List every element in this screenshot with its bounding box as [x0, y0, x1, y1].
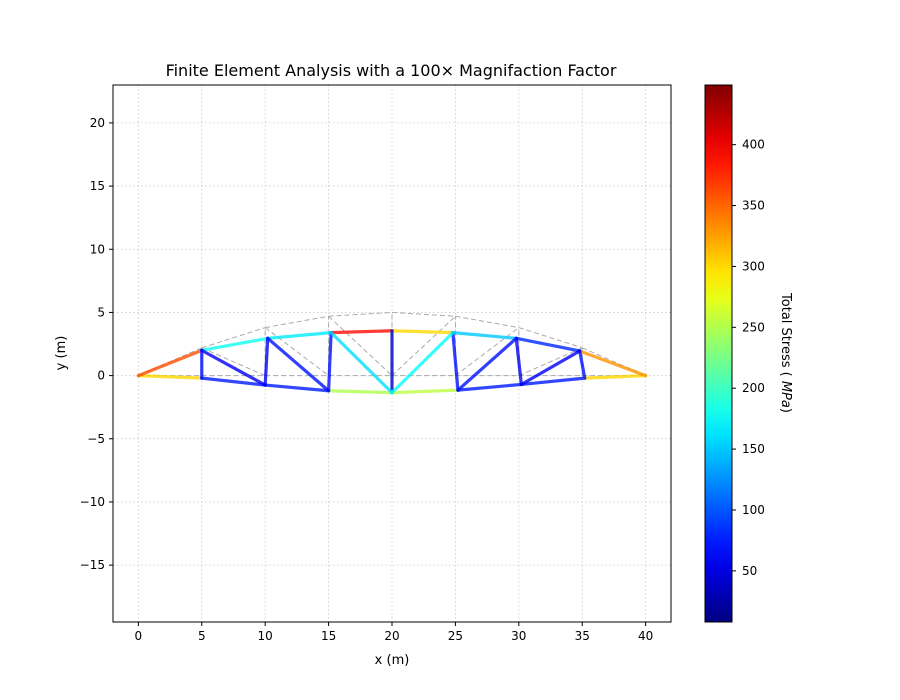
colorbar-tick-label: 200	[742, 381, 765, 395]
undeformed-member	[265, 315, 329, 329]
colorbar-tick-label: 100	[742, 503, 765, 517]
deformed-member	[200, 376, 267, 387]
plot-area: 0 5 10 15 20 25 30 35 40 −15 −10 −5 0 5 10 15 20	[80, 84, 672, 643]
deformed-member	[326, 331, 333, 393]
deformed-member	[326, 389, 394, 395]
deformed-member	[519, 349, 582, 387]
y-tick-label: −10	[80, 495, 105, 509]
colorbar-gradient	[704, 84, 733, 623]
colorbar-tick-label: 350	[742, 199, 765, 213]
undeformed-member	[391, 315, 456, 376]
colorbar-label-unit: MPa	[778, 381, 793, 408]
colorbar-label-text: Total Stress (	[778, 292, 793, 377]
x-tick-label: 5	[198, 629, 206, 643]
undeformed-member	[328, 311, 393, 317]
deformed-member	[514, 336, 523, 387]
deformed-member	[136, 374, 204, 380]
y-tick-label: 5	[97, 305, 105, 319]
y-tick-label: 15	[90, 179, 105, 193]
x-tick-label: 25	[448, 629, 463, 643]
colorbar-tick-label: 150	[742, 442, 765, 456]
y-axis-label: y (m)	[54, 336, 69, 371]
x-axis-ticks: 0 5 10 15 20 25 30 35 40	[135, 622, 653, 643]
x-axis-label: x (m)	[375, 653, 410, 668]
y-tick-label: 20	[90, 116, 105, 130]
deformed-member	[390, 329, 455, 335]
y-tick-label: 10	[90, 242, 105, 256]
x-tick-label: 15	[321, 629, 336, 643]
deformed-truss	[136, 329, 648, 395]
deformed-member	[266, 331, 333, 340]
undeformed-member	[201, 327, 266, 349]
deformed-member	[514, 336, 582, 353]
deformed-member	[200, 348, 267, 387]
x-tick-label: 40	[638, 629, 653, 643]
deformed-member	[583, 374, 648, 380]
deformed-member	[390, 388, 460, 395]
y-tick-label: 0	[97, 369, 105, 383]
undeformed-member	[328, 315, 393, 376]
deformed-member	[456, 382, 523, 392]
y-tick-label: −15	[80, 558, 105, 572]
colorbar-label-close: )	[778, 408, 793, 413]
y-axis-ticks: −15 −10 −5 0 5 10 15 20	[80, 116, 113, 572]
colorbar-ticks: 50 100 150 200 250 300 350 400	[732, 138, 765, 578]
undeformed-member	[201, 347, 266, 377]
colorbar-tick-label: 400	[742, 138, 765, 152]
undeformed-member	[518, 347, 583, 377]
deformed-member	[390, 331, 455, 395]
undeformed-member	[264, 327, 329, 377]
deformed-member	[263, 336, 270, 387]
colorbar-label: Total Stress ( MPa)	[778, 292, 793, 413]
colorbar-tick-label: 250	[742, 320, 765, 334]
undeformed-member	[455, 315, 519, 329]
deformed-member	[578, 349, 648, 378]
deformed-member	[578, 349, 587, 380]
colorbar: 50 100 150 200 250 300 350 400 Total Stress ( M…	[704, 84, 793, 623]
deformed-member	[329, 329, 394, 335]
deformed-member	[451, 331, 460, 392]
undeformed-member	[455, 327, 520, 377]
chart-title: Finite Element Analysis with a 100× Magn…	[166, 61, 617, 80]
x-tick-label: 10	[258, 629, 273, 643]
deformed-member	[456, 336, 518, 392]
deformed-member	[329, 331, 394, 395]
x-tick-label: 0	[135, 629, 143, 643]
undeformed-member	[518, 327, 583, 349]
colorbar-tick-label: 50	[742, 564, 757, 578]
x-tick-label: 30	[511, 629, 526, 643]
deformed-member	[451, 331, 518, 340]
deformed-member	[266, 336, 331, 393]
deformed-member	[200, 336, 270, 352]
x-tick-label: 20	[384, 629, 399, 643]
deformed-member	[519, 376, 587, 387]
undeformed-member	[391, 311, 456, 317]
x-tick-label: 35	[575, 629, 590, 643]
deformed-member	[263, 383, 331, 393]
deformed-member	[136, 348, 204, 378]
y-tick-label: −5	[87, 432, 105, 446]
colorbar-tick-label: 300	[742, 259, 765, 273]
